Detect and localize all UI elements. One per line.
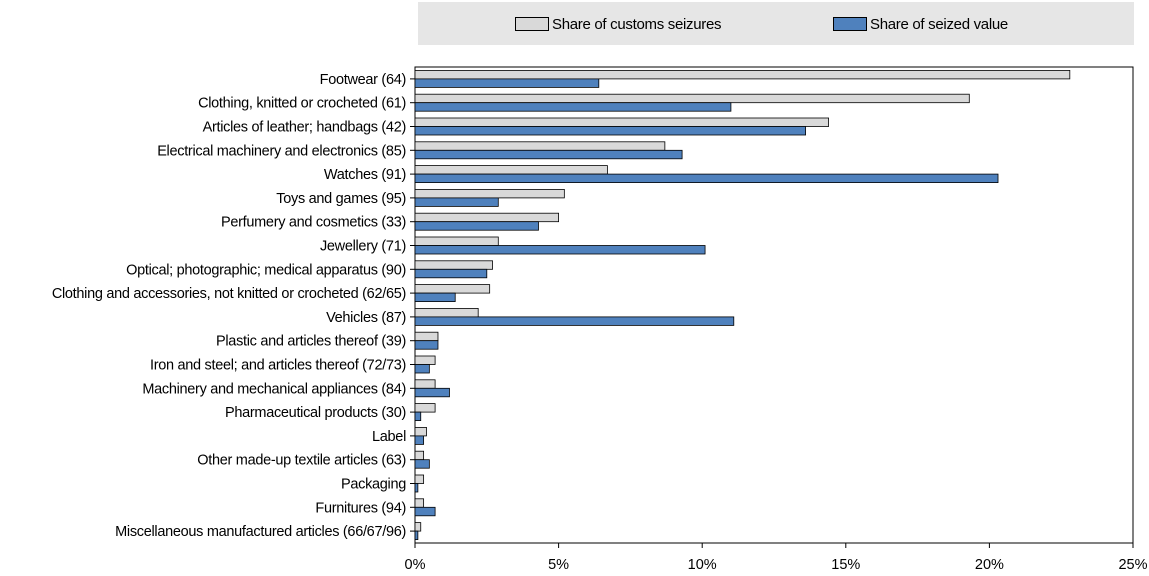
legend: Share of customs seizures Share of seize… [418, 2, 1134, 45]
x-tick-label: 10% [688, 557, 717, 573]
legend-swatch-seized-value [833, 17, 867, 31]
bar-seized-value [414, 530, 419, 540]
x-tick-label: 15% [831, 557, 860, 573]
bar-customs-seizures [414, 307, 479, 318]
category-label: Pharmaceutical products (30) [225, 405, 406, 421]
plot-frame [414, 66, 1134, 544]
bar-seized-value [414, 292, 456, 303]
category-label: Packaging [341, 477, 406, 493]
bar-customs-seizures [414, 93, 970, 104]
bar-seized-value [414, 459, 430, 469]
bar-seized-value [414, 364, 430, 374]
category-label: Electrical machinery and electronics (85… [157, 143, 406, 159]
bar-customs-seizures [414, 450, 425, 461]
bar-seized-value [414, 173, 999, 184]
category-label: Jewellery (71) [320, 239, 406, 255]
bar-seized-value [414, 387, 450, 398]
x-tick-label: 20% [975, 557, 1004, 573]
category-label: Perfumery and cosmetics (33) [221, 215, 406, 231]
category-label: Articles of leather; handbags (42) [203, 120, 406, 136]
bar-seized-value [414, 149, 683, 160]
legend-label-seized-value: Share of seized value [870, 15, 1008, 33]
legend-item-seized-value: Share of seized value [833, 14, 1008, 34]
bar-customs-seizures [414, 141, 666, 151]
legend-item-customs-seizures: Share of customs seizures [515, 14, 722, 34]
bar-customs-seizures [414, 188, 565, 199]
bar-customs-seizures [414, 165, 608, 175]
bar-seized-value [414, 411, 422, 422]
category-label: Other made-up textile articles (63) [197, 453, 406, 469]
category-label: Watches (91) [324, 167, 406, 183]
bar-customs-seizures [414, 212, 560, 223]
x-tick-label: 25% [1118, 557, 1147, 573]
category-label: Optical; photographic; medical apparatus… [126, 262, 406, 278]
bar-customs-seizures [414, 403, 436, 413]
category-label: Machinery and mechanical appliances (84) [142, 381, 406, 397]
bar-customs-seizures [414, 426, 427, 437]
bar-seized-value [414, 126, 806, 136]
bar-seized-value [414, 221, 539, 231]
category-label: Toys and games (95) [276, 191, 406, 207]
x-tick-label: 5% [548, 557, 569, 573]
category-label: Vehicles (87) [326, 310, 406, 326]
category-label: Iron and steel; and articles thereof (72… [150, 358, 406, 374]
category-label: Label [372, 429, 406, 445]
bar-customs-seizures [414, 117, 829, 127]
bar-seized-value [414, 340, 439, 350]
category-label: Clothing, knitted or crocheted (61) [198, 96, 406, 112]
category-label: Furnitures (94) [315, 500, 406, 516]
bar-customs-seizures [414, 236, 499, 246]
bar-seized-value [414, 506, 436, 517]
bar-customs-seizures [414, 498, 425, 508]
bar-seized-value [414, 245, 706, 255]
bar-customs-seizures [414, 284, 491, 294]
bar-seized-value [414, 435, 425, 445]
bar-seized-value [414, 483, 419, 493]
bar-customs-seizures [414, 379, 436, 389]
category-label: Clothing and accessories, not knitted or… [52, 286, 406, 302]
bar-customs-seizures [414, 355, 436, 365]
x-tick-label: 0% [405, 557, 426, 573]
category-label: Footwear (64) [320, 72, 406, 88]
category-label: Miscellaneous manufactured articles (66/… [115, 524, 406, 540]
bar-seized-value [414, 316, 735, 326]
bar-seized-value [414, 268, 488, 279]
bar-seized-value [414, 197, 499, 207]
legend-label-customs-seizures: Share of customs seizures [552, 15, 722, 33]
bar-seized-value [414, 102, 732, 112]
bar-seized-value [414, 78, 600, 88]
bar-customs-seizures [414, 474, 425, 484]
legend-swatch-customs-seizures [515, 17, 549, 31]
bar-customs-seizures [414, 70, 1071, 80]
bar-customs-seizures [414, 331, 439, 342]
bar-customs-seizures [414, 522, 422, 532]
category-label: Plastic and articles thereof (39) [216, 334, 406, 350]
bar-customs-seizures [414, 260, 493, 270]
